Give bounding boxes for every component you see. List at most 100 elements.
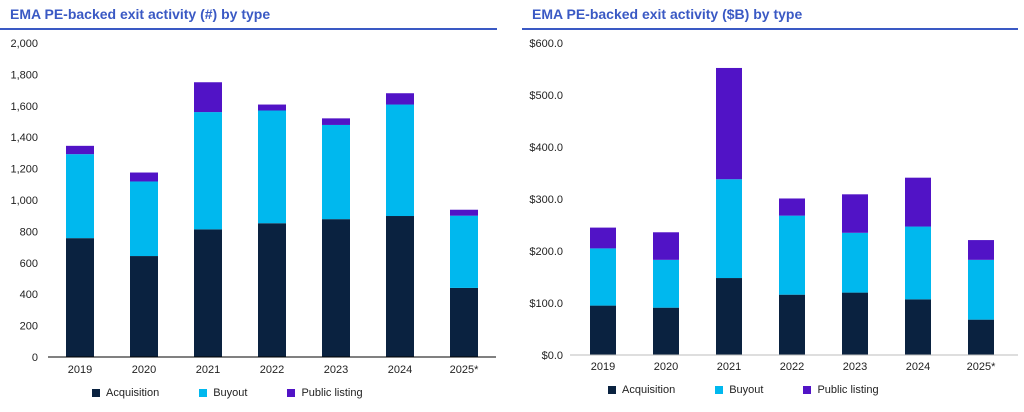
- bar-acquisition-2024: [905, 299, 931, 355]
- bar-acquisition-2020: [653, 307, 679, 355]
- bar-buyout-2023: [842, 232, 868, 293]
- bar-acquisition-2025: [450, 287, 478, 357]
- y-tick-label: 1,400: [10, 132, 38, 144]
- x-tick-label: 2019: [68, 364, 92, 376]
- title-divider: [522, 28, 1018, 30]
- legend-swatch-public-listing: [803, 386, 812, 394]
- legend-label-buyout: Buyout: [729, 384, 764, 396]
- chart-panel-value: EMA PE-backed exit activity ($B) by type…: [522, 0, 1024, 412]
- bar-public-listing-2022: [779, 198, 805, 216]
- x-tick-label: 2022: [780, 361, 804, 373]
- bar-buyout-2022: [779, 215, 805, 295]
- y-tick-label: 1,600: [10, 101, 38, 113]
- bar-buyout-2024: [386, 104, 414, 217]
- x-tick-label: 2023: [843, 361, 867, 373]
- x-tick-label: 2020: [654, 361, 678, 373]
- x-tick-label: 2025*: [967, 361, 996, 373]
- legend-value: Acquisition Buyout Public listing: [608, 384, 919, 396]
- y-tick-label: 1,000: [10, 195, 38, 207]
- bar-acquisition-2020: [130, 256, 158, 357]
- legend-label-public-listing: Public listing: [817, 384, 879, 396]
- legend-item-buyout: Buyout: [199, 387, 247, 399]
- exit-value-chart: $0.0 $100.0 $200.0 $300.0 $400.0 $500.0 $600.0…: [529, 38, 1018, 373]
- y-tick-label: $100.0: [529, 298, 563, 310]
- legend-swatch-acquisition: [608, 386, 616, 394]
- y-tick-label: $400.0: [529, 142, 563, 154]
- bar-acquisition-2024: [386, 216, 414, 357]
- x-tick-label: 2022: [260, 364, 284, 376]
- bar-acquisition-2021: [194, 229, 222, 357]
- chart-title-count: EMA PE-backed exit activity (#) by type: [10, 6, 271, 22]
- x-tick-label: 2021: [196, 364, 220, 376]
- x-tick-label: 2024: [388, 364, 412, 376]
- x-tick-label: 2023: [324, 364, 348, 376]
- legend-label-acquisition: Acquisition: [622, 384, 676, 396]
- bar-acquisition-2021: [716, 278, 742, 355]
- y-tick-label: $0.0: [542, 350, 563, 362]
- bar-public-listing-2019: [66, 145, 94, 155]
- y-tick-label: 0: [32, 352, 38, 364]
- bar-buyout-2019: [66, 154, 94, 239]
- y-tick-label: 1,800: [10, 69, 38, 81]
- y-tick-label: 600: [20, 258, 38, 270]
- bar-public-listing-2022: [258, 104, 286, 111]
- bar-public-listing-2023: [322, 118, 350, 125]
- bar-public-listing-2019: [590, 227, 616, 249]
- bar-buyout-2021: [194, 112, 222, 230]
- legend-label-public-listing: Public listing: [301, 387, 363, 399]
- bar-buyout-2020: [653, 259, 679, 308]
- chart-panel-count: EMA PE-backed exit activity (#) by type …: [0, 0, 502, 412]
- chart-title-value: EMA PE-backed exit activity ($B) by type: [532, 6, 803, 22]
- bar-acquisition-2019: [66, 238, 94, 357]
- bar-buyout-2022: [258, 110, 286, 224]
- bar-acquisition-2023: [322, 219, 350, 357]
- bar-public-listing-2024: [386, 93, 414, 105]
- bar-buyout-2021: [716, 179, 742, 279]
- bar-acquisition-2022: [779, 294, 805, 355]
- exit-count-chart: 0 200 400 600 800 1,000 1,200 1,400 1,600 1,800 2,…: [10, 38, 496, 376]
- bar-public-listing-2023: [842, 194, 868, 233]
- bar-public-listing-2025: [450, 209, 478, 216]
- bar-public-listing-2021: [194, 82, 222, 113]
- legend-label-acquisition: Acquisition: [106, 387, 160, 399]
- bar-public-listing-2020: [653, 232, 679, 260]
- y-tick-label: $200.0: [529, 246, 563, 258]
- bar-buyout-2020: [130, 181, 158, 257]
- legend-item-acquisition: Acquisition: [92, 387, 159, 399]
- y-tick-label: $600.0: [529, 38, 563, 50]
- legend-swatch-buyout: [199, 389, 208, 397]
- legend-item-buyout: Buyout: [715, 384, 763, 396]
- x-tick-label: 2025*: [450, 364, 479, 376]
- bar-acquisition-2022: [258, 223, 286, 357]
- x-tick-label: 2021: [717, 361, 741, 373]
- bar-acquisition-2025: [968, 319, 994, 355]
- y-tick-label: $500.0: [529, 90, 563, 102]
- y-tick-label: 200: [20, 321, 38, 333]
- bar-acquisition-2023: [842, 292, 868, 355]
- legend-item-public-listing: Public listing: [803, 384, 879, 396]
- legend-count: Acquisition Buyout Public listing: [92, 387, 403, 399]
- x-tick-label: 2024: [906, 361, 930, 373]
- bar-buyout-2023: [322, 124, 350, 220]
- bar-buyout-2024: [905, 226, 931, 300]
- legend-swatch-public-listing: [287, 389, 296, 397]
- legend-label-buyout: Buyout: [213, 387, 248, 399]
- x-tick-label: 2019: [591, 361, 615, 373]
- legend-swatch-buyout: [715, 386, 724, 394]
- y-tick-label: 800: [20, 226, 38, 238]
- bar-public-listing-2025: [968, 240, 994, 260]
- y-tick-label: 2,000: [10, 38, 38, 50]
- title-divider: [0, 28, 497, 30]
- y-tick-label: $300.0: [529, 194, 563, 206]
- x-tick-label: 2020: [132, 364, 156, 376]
- bar-buyout-2019: [590, 248, 616, 306]
- bar-public-listing-2024: [905, 177, 931, 227]
- y-tick-label: 400: [20, 289, 38, 301]
- bar-public-listing-2020: [130, 172, 158, 182]
- legend-swatch-acquisition: [92, 389, 100, 397]
- y-tick-label: 1,200: [10, 164, 38, 176]
- bar-buyout-2025: [450, 215, 478, 288]
- bar-acquisition-2019: [590, 305, 616, 355]
- bar-public-listing-2021: [716, 67, 742, 180]
- bar-buyout-2025: [968, 259, 994, 320]
